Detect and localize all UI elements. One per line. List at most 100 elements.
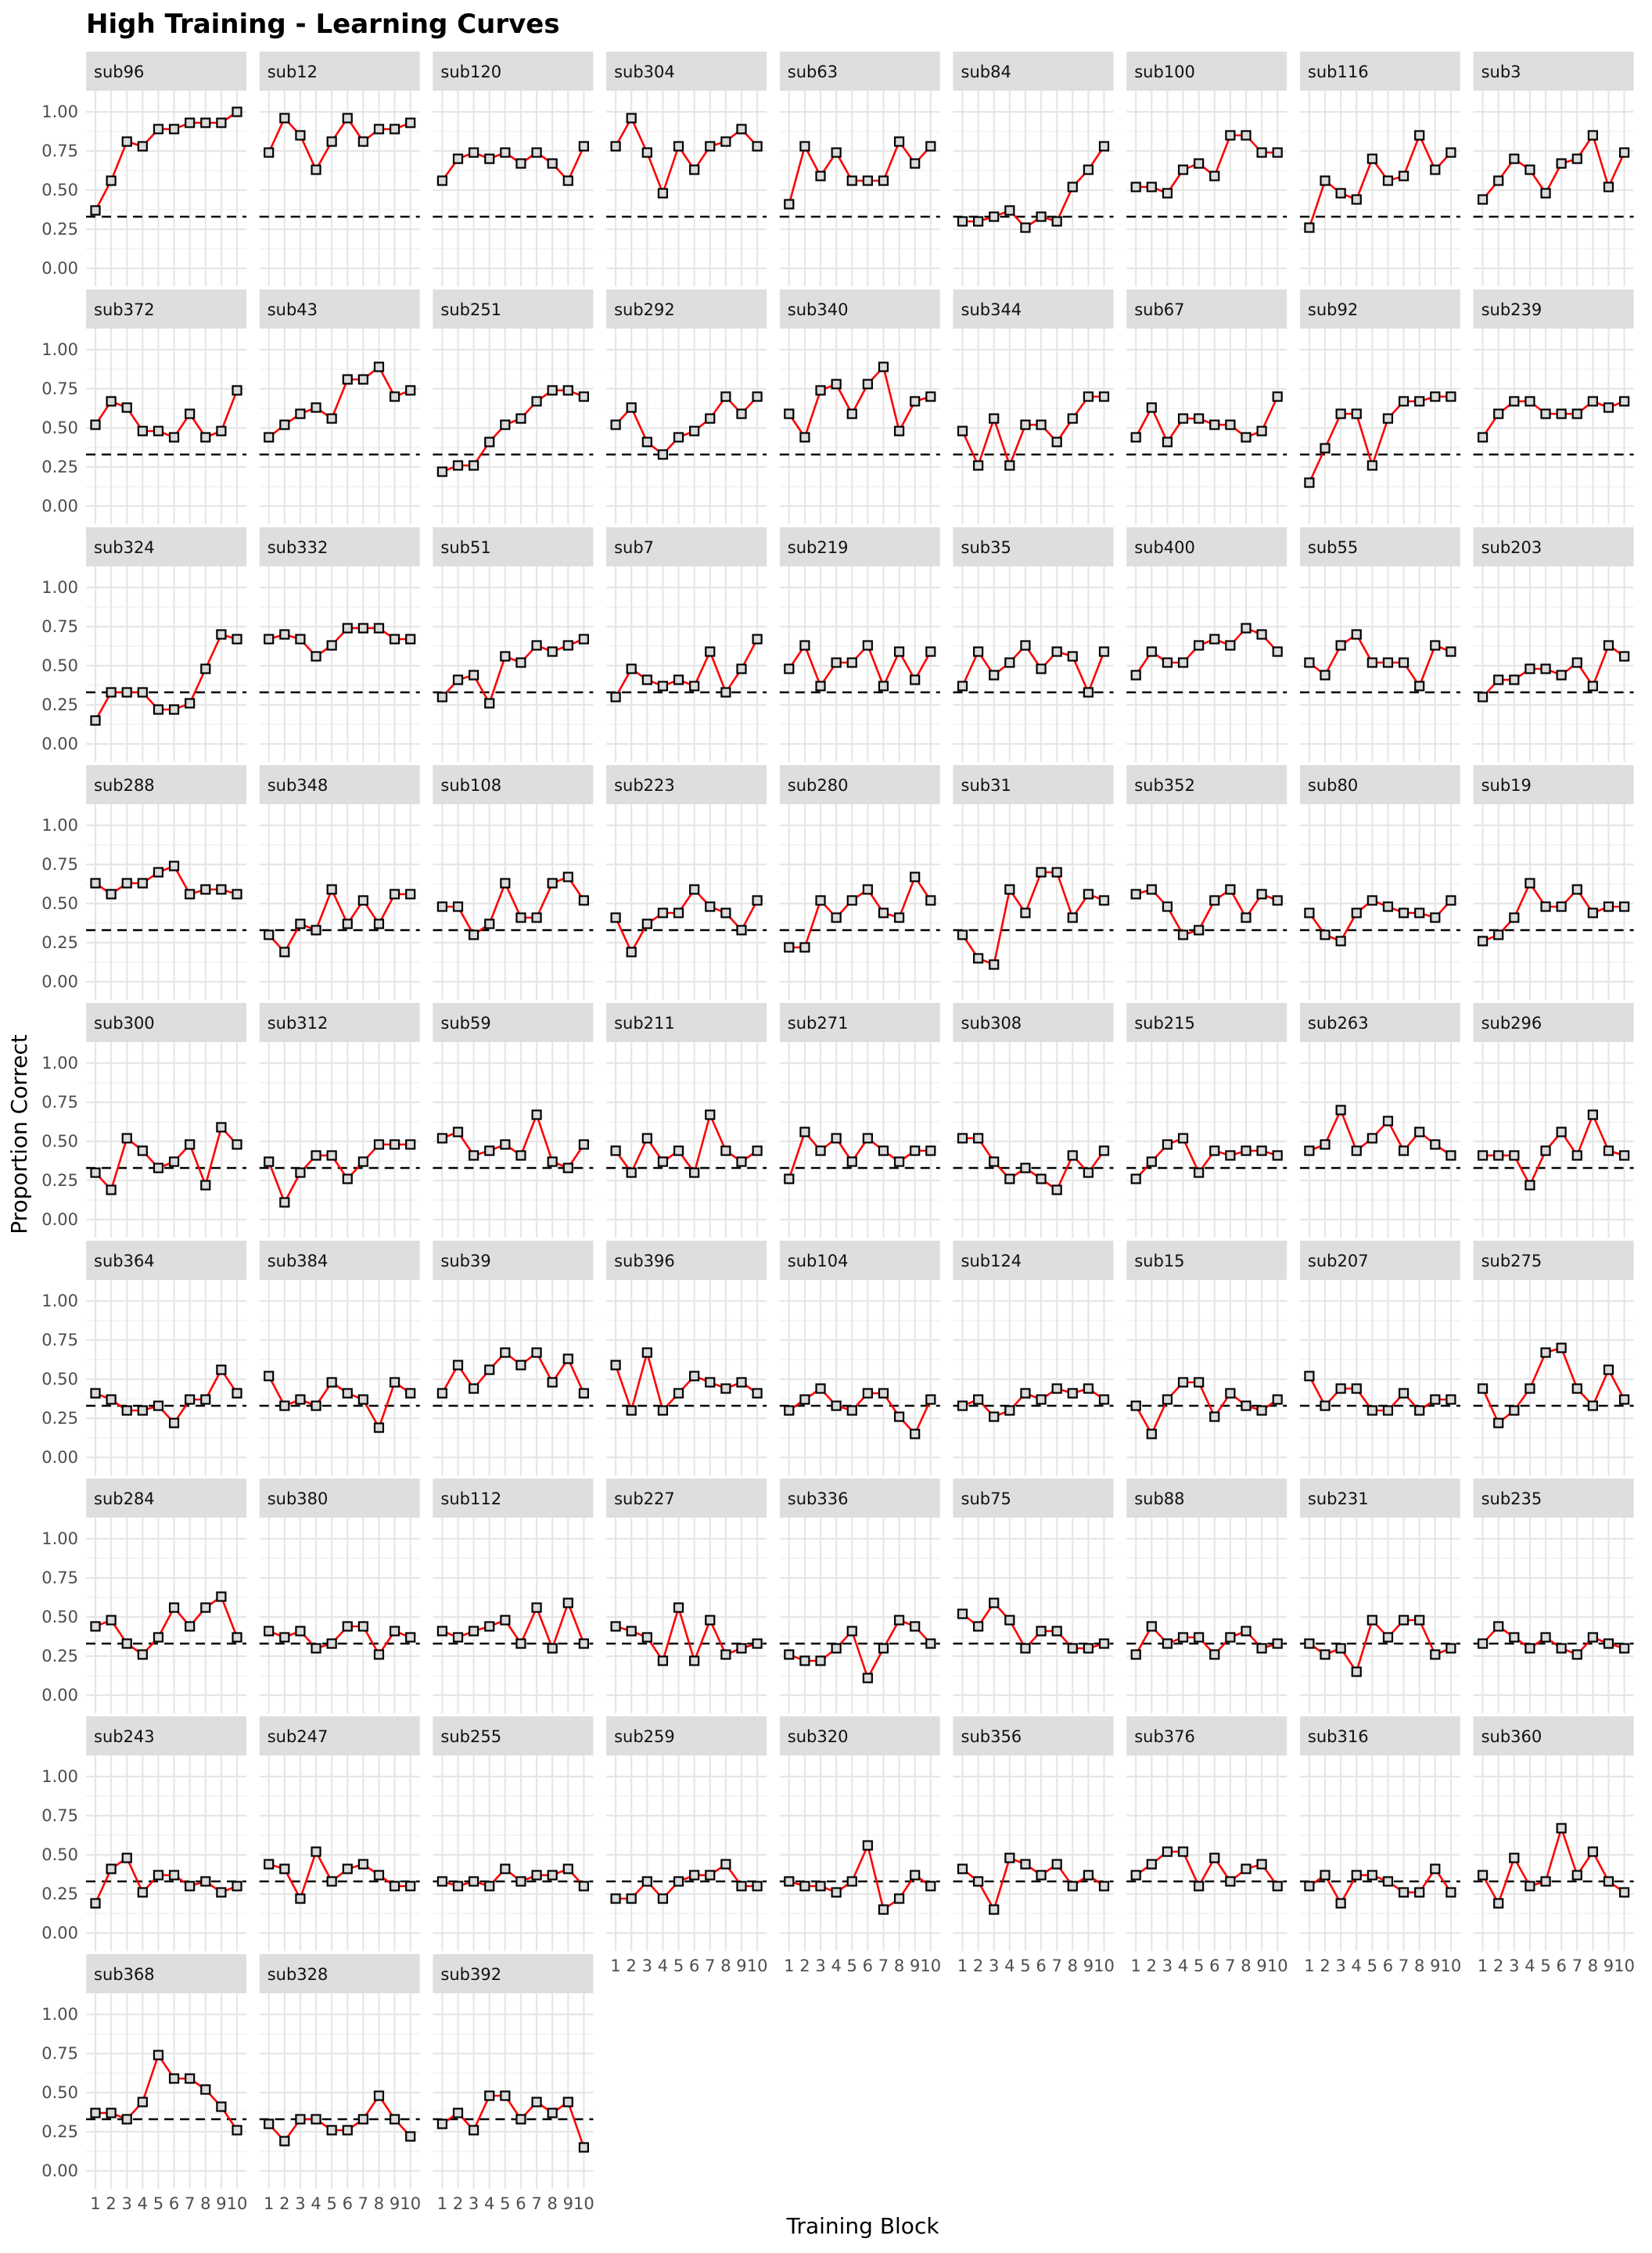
data-point — [1603, 1145, 1614, 1156]
data-point — [1571, 1870, 1582, 1881]
panel-sub336: sub336 — [779, 1479, 940, 1713]
data-point — [1382, 175, 1394, 186]
x-tick-label: 9 — [216, 2194, 226, 2213]
data-point — [973, 1621, 984, 1632]
data-point — [578, 141, 590, 152]
data-point — [1618, 396, 1630, 407]
plot-area — [259, 1042, 420, 1238]
data-point — [389, 391, 400, 402]
strip-sub12 — [259, 52, 420, 91]
data-point — [389, 1626, 400, 1637]
data-point — [626, 1405, 637, 1416]
series-line — [961, 871, 1104, 966]
data-point — [799, 1655, 810, 1666]
data-point — [1335, 1383, 1346, 1394]
data-point — [1177, 657, 1189, 668]
data-point — [1525, 164, 1535, 175]
plot-area — [953, 1280, 1114, 1475]
data-point — [1320, 929, 1331, 940]
strip-label: sub124 — [961, 1252, 1022, 1270]
data-point — [989, 1411, 1000, 1422]
strip-sub215 — [1126, 1003, 1287, 1042]
data-point — [1320, 1139, 1331, 1150]
x-tick-label: 1 — [610, 1957, 620, 1975]
data-point — [500, 878, 511, 889]
data-point — [1366, 460, 1377, 471]
plot-area — [86, 804, 246, 1000]
data-point — [1083, 164, 1094, 175]
strip-sub332 — [259, 527, 420, 566]
data-point — [185, 1394, 196, 1405]
panel-sub300: sub300 0.00 0.25 0.50 0.75 1.00 — [41, 1003, 246, 1238]
data-point — [705, 901, 716, 912]
strip-label: sub324 — [94, 538, 155, 557]
data-point — [1067, 413, 1078, 424]
data-point — [1398, 1615, 1410, 1626]
y-tick-label: 0.75 — [41, 379, 78, 398]
strip-label: sub300 — [94, 1014, 155, 1033]
data-point — [1130, 432, 1141, 443]
panel-sub223: sub223 — [606, 765, 767, 1000]
data-point — [1241, 1863, 1252, 1874]
plot-area — [606, 1518, 767, 1713]
plot-area — [1299, 1518, 1460, 1713]
series-line — [94, 1856, 238, 1904]
data-point — [1525, 1881, 1535, 1892]
data-point — [264, 1371, 275, 1382]
plot-area — [606, 91, 767, 286]
data-point — [357, 623, 368, 634]
data-point — [957, 216, 968, 227]
data-point — [216, 1591, 227, 1602]
data-point — [957, 929, 968, 940]
series-line — [788, 1842, 932, 1912]
data-point — [389, 2114, 400, 2125]
series-line — [1309, 1867, 1452, 1906]
plot-area — [86, 1042, 246, 1238]
x-tick-label: 4 — [1352, 1957, 1362, 1975]
data-point — [878, 175, 889, 186]
data-point — [469, 2125, 479, 2136]
data-point — [1414, 130, 1425, 141]
y-tick-label: 0.75 — [41, 1568, 78, 1587]
data-point — [500, 1615, 511, 1626]
y-tick-label: 0.25 — [41, 2122, 78, 2141]
series-line — [962, 1137, 1105, 1191]
strip-sub280 — [779, 765, 940, 804]
strip-sub320 — [779, 1716, 940, 1755]
panel-sub288: sub288 0.00 0.25 0.50 0.75 1.00 — [41, 765, 246, 1000]
data-point — [1493, 674, 1504, 685]
strip-sub63 — [779, 52, 940, 91]
y-tick-label: 0.00 — [41, 497, 78, 516]
series-line — [1309, 633, 1452, 688]
x-tick-label: 8 — [1241, 1957, 1251, 1975]
x-tick-label: 7 — [705, 1957, 715, 1975]
plot-area — [1126, 566, 1287, 762]
data-point — [1493, 1621, 1504, 1632]
data-point — [1304, 657, 1315, 668]
data-point — [185, 117, 196, 128]
data-point — [1256, 147, 1267, 158]
data-point — [1587, 1632, 1598, 1643]
panel-sub55: sub55 — [1299, 527, 1460, 762]
series-line — [962, 146, 1105, 229]
x-tick-label: 8 — [720, 1957, 731, 1975]
data-point — [673, 141, 684, 152]
x-tick-label: 9 — [563, 2194, 573, 2213]
data-point — [469, 1150, 479, 1161]
x-tick-label: 9 — [390, 2194, 400, 2213]
plot-area — [1299, 1280, 1460, 1475]
plot-area — [1473, 1518, 1634, 1713]
data-point — [232, 1139, 242, 1150]
data-point — [1272, 1150, 1283, 1161]
data-point — [862, 175, 873, 186]
strip-label: sub63 — [788, 63, 838, 81]
y-tick-label: 0.00 — [41, 259, 78, 278]
data-point — [1256, 1405, 1267, 1416]
data-point — [1430, 1139, 1441, 1150]
data-point — [1335, 936, 1346, 947]
data-point — [1603, 181, 1614, 192]
series-line — [616, 1863, 758, 1900]
strip-label: sub372 — [94, 300, 155, 319]
data-point — [784, 1405, 795, 1416]
y-tick-label: 0.25 — [41, 933, 78, 952]
